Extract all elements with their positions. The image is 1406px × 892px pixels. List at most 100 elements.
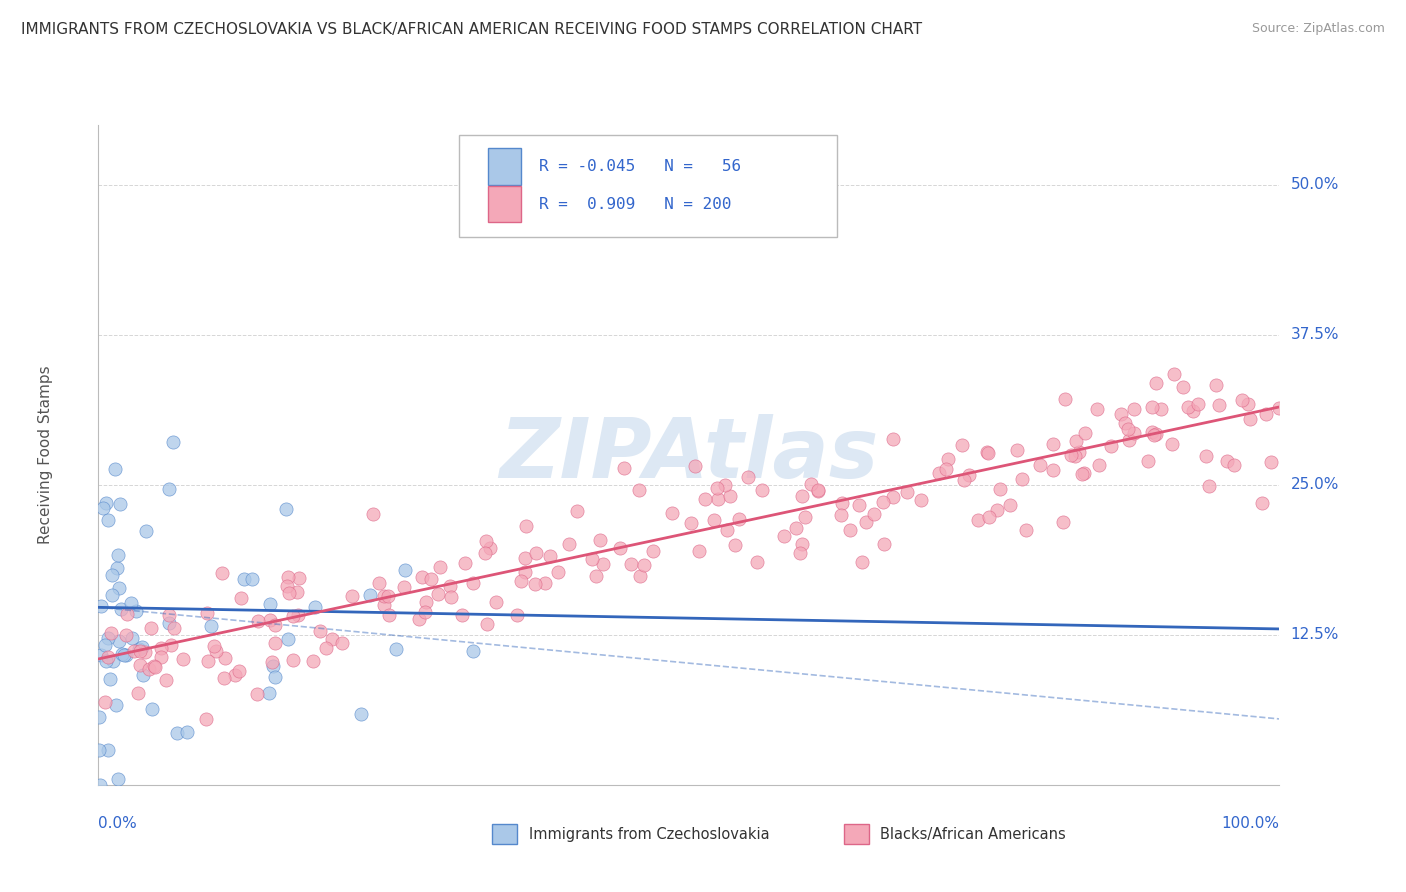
Point [478, 541, 501, 556]
Point [263, 670, 285, 684]
Point [633, 558, 655, 572]
Point [283, 653, 305, 667]
Point [277, 586, 299, 600]
Point [229, 591, 252, 605]
Point [510, 574, 533, 589]
Point [450, 608, 472, 623]
Point [967, 513, 990, 527]
Point [214, 651, 236, 665]
Point [135, 524, 157, 538]
Point [515, 565, 537, 579]
Point [114, 648, 136, 663]
Point [157, 615, 180, 630]
FancyBboxPatch shape [458, 135, 837, 237]
Point [368, 576, 391, 591]
Point [538, 549, 561, 563]
Point [301, 654, 323, 668]
Text: Blacks/African Americans: Blacks/African Americans [880, 827, 1066, 841]
Point [195, 606, 218, 620]
Point [162, 435, 184, 450]
Point [108, 634, 131, 648]
Point [281, 608, 304, 623]
Point [1054, 392, 1077, 406]
Point [1195, 449, 1218, 463]
Point [1187, 397, 1209, 411]
Point [681, 516, 703, 531]
Point [977, 446, 1000, 460]
Point [794, 510, 817, 524]
Point [101, 588, 124, 602]
Point [627, 483, 650, 498]
Text: 37.5%: 37.5% [1291, 327, 1339, 343]
Point [1144, 426, 1167, 441]
Point [1150, 401, 1173, 416]
Point [377, 589, 399, 603]
Point [1142, 425, 1164, 439]
Point [246, 687, 269, 701]
Point [204, 644, 226, 658]
Point [661, 506, 683, 520]
Point [157, 607, 180, 622]
Point [952, 473, 974, 487]
Point [1073, 466, 1095, 480]
Point [427, 587, 450, 601]
Point [309, 624, 332, 638]
Point [200, 618, 222, 632]
Point [534, 576, 557, 591]
Point [264, 636, 287, 650]
Point [873, 537, 896, 551]
Point [713, 478, 735, 492]
Point [1223, 458, 1246, 473]
Point [882, 432, 904, 446]
Point [110, 601, 132, 615]
Point [910, 493, 932, 508]
Point [90, 648, 112, 662]
Point [127, 685, 149, 699]
Point [157, 483, 180, 497]
Point [506, 607, 529, 622]
Point [1015, 523, 1038, 537]
Point [413, 605, 436, 619]
Point [304, 600, 326, 615]
Point [1173, 380, 1195, 394]
Text: ZIPAtlas: ZIPAtlas [499, 415, 879, 495]
Point [330, 636, 353, 650]
Point [411, 569, 433, 583]
Point [789, 545, 811, 559]
Point [620, 557, 643, 571]
Point [513, 551, 536, 566]
Point [114, 628, 136, 642]
Point [124, 644, 146, 658]
Point [104, 462, 127, 476]
Text: 50.0%: 50.0% [1291, 178, 1339, 193]
Point [197, 653, 219, 667]
Point [121, 632, 143, 646]
Point [392, 580, 415, 594]
Point [737, 469, 759, 483]
Point [1074, 425, 1097, 440]
Point [141, 622, 163, 636]
Point [101, 567, 124, 582]
Point [287, 570, 309, 584]
Point [773, 529, 796, 543]
Point [1208, 398, 1230, 412]
Point [474, 546, 496, 560]
Point [321, 632, 343, 646]
Point [609, 541, 631, 556]
Point [515, 519, 537, 533]
Point [1085, 401, 1108, 416]
Point [957, 468, 980, 483]
Point [1198, 478, 1220, 492]
Point [285, 585, 308, 599]
Point [706, 481, 728, 495]
Text: Receiving Food Stamps: Receiving Food Stamps [38, 366, 53, 544]
Point [998, 498, 1021, 512]
Point [1251, 496, 1274, 510]
Point [108, 581, 131, 595]
Point [526, 546, 548, 560]
Point [683, 459, 706, 474]
Point [259, 613, 281, 627]
Point [91, 501, 114, 516]
Point [166, 726, 188, 740]
Point [716, 523, 738, 537]
